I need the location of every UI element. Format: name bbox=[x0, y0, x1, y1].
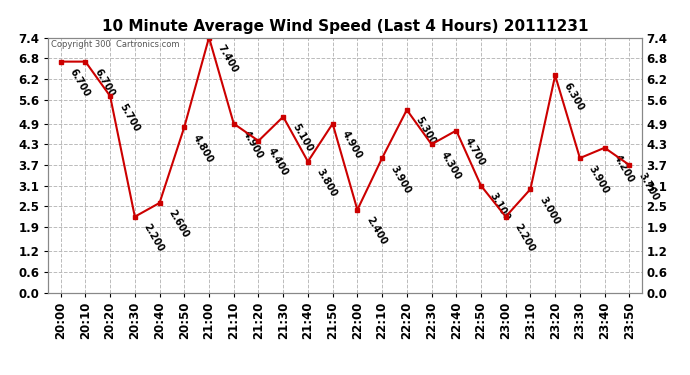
Text: 5.700: 5.700 bbox=[117, 102, 141, 133]
Text: 2.600: 2.600 bbox=[166, 209, 190, 240]
Text: 4.200: 4.200 bbox=[611, 153, 635, 185]
Text: 3.000: 3.000 bbox=[538, 195, 562, 226]
Text: Copyright 300  Cartronics.com: Copyright 300 Cartronics.com bbox=[51, 40, 180, 49]
Text: 2.400: 2.400 bbox=[364, 215, 388, 247]
Text: 2.200: 2.200 bbox=[513, 222, 537, 254]
Text: 6.300: 6.300 bbox=[562, 81, 586, 112]
Text: 4.700: 4.700 bbox=[463, 136, 487, 168]
Text: 6.700: 6.700 bbox=[92, 67, 117, 99]
Text: 7.400: 7.400 bbox=[216, 43, 240, 75]
Title: 10 Minute Average Wind Speed (Last 4 Hours) 20111231: 10 Minute Average Wind Speed (Last 4 Hou… bbox=[101, 18, 589, 33]
Text: 3.700: 3.700 bbox=[636, 171, 660, 202]
Text: 4.900: 4.900 bbox=[339, 129, 364, 161]
Text: 3.100: 3.100 bbox=[488, 191, 512, 223]
Text: 4.900: 4.900 bbox=[241, 129, 265, 161]
Text: 3.800: 3.800 bbox=[315, 167, 339, 199]
Text: 4.400: 4.400 bbox=[266, 146, 289, 178]
Text: 5.300: 5.300 bbox=[414, 116, 437, 147]
Text: 3.900: 3.900 bbox=[586, 164, 611, 195]
Text: 5.100: 5.100 bbox=[290, 122, 314, 154]
Text: 6.700: 6.700 bbox=[68, 67, 92, 99]
Text: 4.300: 4.300 bbox=[438, 150, 462, 182]
Text: 4.800: 4.800 bbox=[191, 133, 215, 164]
Text: 2.200: 2.200 bbox=[141, 222, 166, 254]
Text: 3.900: 3.900 bbox=[389, 164, 413, 195]
